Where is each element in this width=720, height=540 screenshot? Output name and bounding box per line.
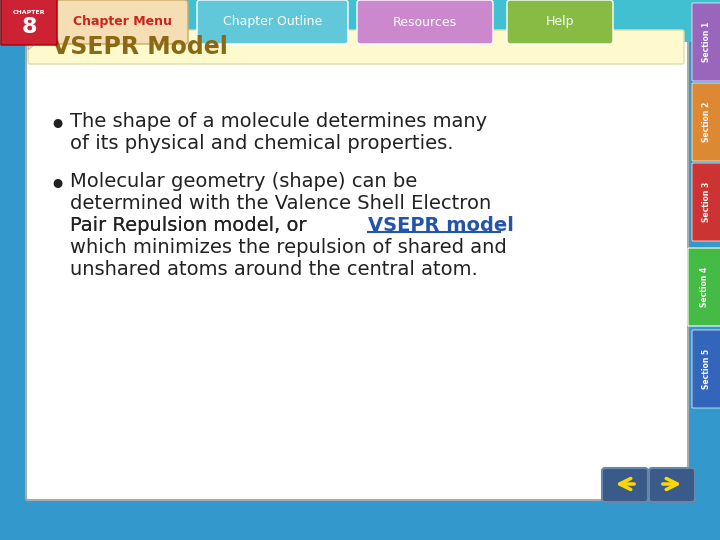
Text: 8: 8 [22,17,37,37]
Text: VSEPR Model: VSEPR Model [52,35,228,59]
Polygon shape [28,32,50,50]
Text: •: • [48,112,66,141]
Text: Resources: Resources [393,16,457,29]
FancyBboxPatch shape [197,0,348,44]
Text: which minimizes the repulsion of shared and: which minimizes the repulsion of shared … [70,238,507,257]
Text: unshared atoms around the central atom.: unshared atoms around the central atom. [70,260,478,279]
FancyBboxPatch shape [649,468,695,502]
Text: Section 3: Section 3 [702,182,711,222]
Text: CHAPTER: CHAPTER [13,10,45,15]
Text: Molecular geometry (shape) can be: Molecular geometry (shape) can be [70,172,418,191]
FancyBboxPatch shape [602,468,648,502]
Text: Chapter Outline: Chapter Outline [223,16,322,29]
FancyBboxPatch shape [692,83,720,161]
Text: •: • [48,172,66,201]
Text: The shape of a molecule determines many: The shape of a molecule determines many [70,112,487,131]
Text: Section 2: Section 2 [702,102,711,142]
Text: determined with the Valence Shell Electron: determined with the Valence Shell Electr… [70,194,491,213]
FancyBboxPatch shape [1,0,57,45]
Text: Section 5: Section 5 [702,349,711,389]
Text: Help: Help [546,16,575,29]
FancyBboxPatch shape [0,0,720,42]
FancyBboxPatch shape [692,3,720,81]
Text: VSEPR model: VSEPR model [368,216,514,235]
FancyBboxPatch shape [688,248,720,326]
Text: Section 1: Section 1 [702,22,711,62]
Text: Chapter Menu: Chapter Menu [73,16,172,29]
FancyBboxPatch shape [26,36,688,500]
FancyBboxPatch shape [692,163,720,241]
Text: Pair Repulsion model, or: Pair Repulsion model, or [70,216,313,235]
FancyBboxPatch shape [57,0,188,44]
FancyBboxPatch shape [507,0,613,44]
Text: of its physical and chemical properties.: of its physical and chemical properties. [70,134,454,153]
FancyBboxPatch shape [357,0,493,44]
Text: Pair Repulsion model, or: Pair Repulsion model, or [70,216,313,235]
FancyBboxPatch shape [692,330,720,408]
Text: Section 4: Section 4 [700,267,709,307]
FancyBboxPatch shape [28,30,684,64]
